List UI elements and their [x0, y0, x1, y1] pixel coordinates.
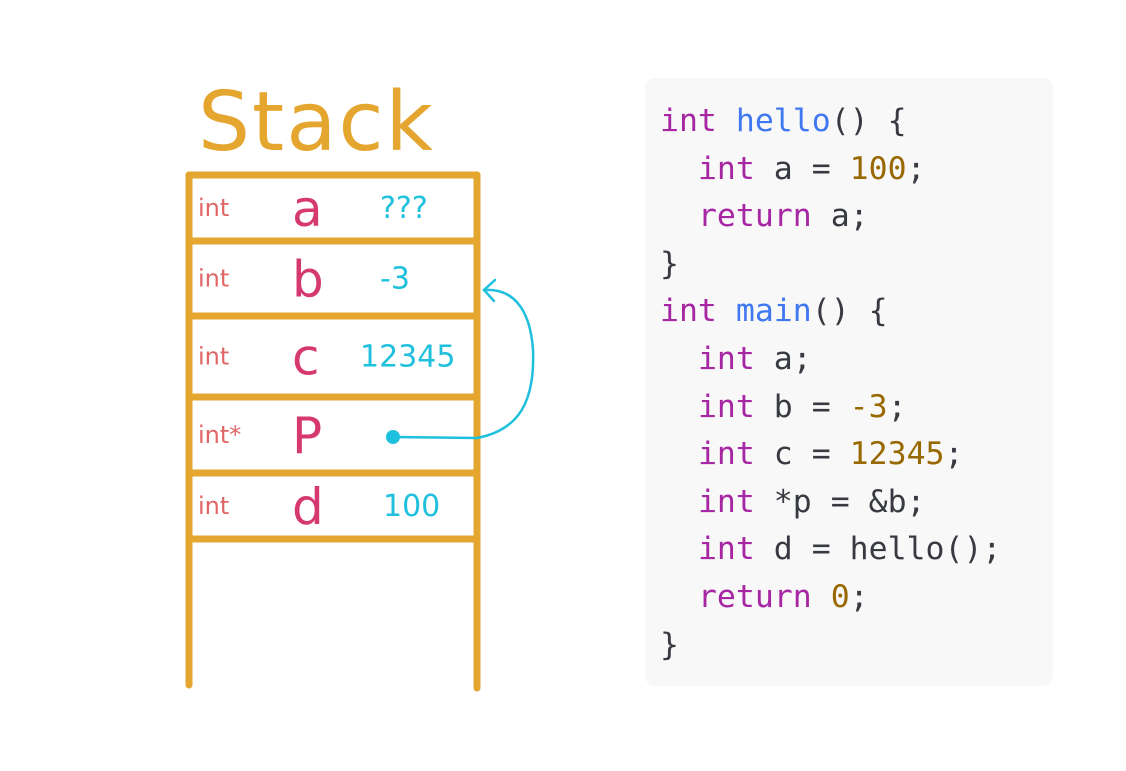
code-token: int: [697, 483, 755, 520]
code-line: int *p = &b;: [660, 479, 1001, 527]
stack-row-b: int b -3: [198, 251, 410, 309]
code-line: int b = -3;: [660, 384, 1001, 432]
row-name: P: [292, 407, 322, 465]
code-line: }: [660, 241, 1001, 289]
row-type: int: [198, 194, 229, 222]
code-token: int: [697, 150, 755, 187]
code-token: int: [660, 103, 717, 139]
code-token: ;: [887, 388, 907, 425]
code-token: a =: [754, 150, 850, 187]
code-token: }: [660, 626, 679, 663]
row-value: -3: [380, 262, 410, 297]
code-block: int hello() { int a = 100; return a;} int…: [645, 78, 1053, 686]
code-token: int: [697, 531, 755, 568]
row-value: 100: [383, 489, 440, 524]
row-name: c: [292, 329, 320, 387]
code-token: () {: [811, 293, 888, 330]
code-token: ;: [849, 578, 869, 615]
code-token: a;: [754, 340, 812, 377]
row-value: 12345: [360, 340, 455, 375]
code-token: [660, 151, 698, 187]
row-name: a: [292, 180, 323, 238]
code-token: *p = &b;: [754, 483, 926, 520]
row-type: int: [198, 343, 229, 371]
code-token: hello: [735, 103, 831, 139]
code-token: 100: [849, 150, 907, 187]
code-line: return a;: [660, 193, 1001, 241]
code-token: b =: [754, 388, 850, 425]
code-token: c =: [754, 436, 850, 473]
stack-title: Stack: [198, 75, 435, 170]
row-value: ???: [380, 191, 428, 226]
code-line: int a;: [660, 336, 1001, 384]
code-token: [660, 389, 698, 425]
pointer-curve: [391, 288, 535, 440]
code-token: ;: [906, 150, 926, 187]
row-type: int*: [198, 421, 241, 449]
stack-frame: [185, 171, 481, 692]
code-token: a;: [811, 198, 869, 235]
code-token: return: [697, 198, 812, 235]
code-token: int: [697, 388, 755, 425]
code-token: return: [697, 578, 812, 615]
code-token: [717, 103, 736, 139]
code-token: main: [735, 293, 812, 330]
code-token: [660, 341, 698, 377]
code-token: [812, 579, 831, 615]
code-line: int c = 12345;: [660, 431, 1001, 479]
stack-row-c: int c 12345: [198, 329, 455, 387]
code-line: int a = 100;: [660, 146, 1001, 194]
row-type: int: [198, 265, 229, 293]
code-token: int: [697, 340, 755, 377]
code-token: [660, 531, 698, 567]
code-line: int d = hello();: [660, 526, 1001, 574]
code-token: [660, 579, 698, 615]
row-name: b: [292, 251, 324, 309]
code-token: int: [697, 436, 755, 473]
code-token: 12345: [849, 436, 945, 473]
code-token: ;: [944, 436, 964, 473]
code-token: int: [660, 293, 717, 330]
row-type: int: [198, 492, 229, 520]
row-name: d: [292, 478, 324, 536]
code-token: () {: [830, 103, 907, 139]
arrowhead: [482, 278, 497, 303]
code-token: 0: [830, 578, 850, 615]
code-token: [717, 293, 736, 329]
code-token: [660, 436, 698, 472]
code-line: return 0;: [660, 574, 1001, 622]
code-token: [660, 484, 698, 520]
code-token: [660, 198, 698, 234]
code-text: int hello() { int a = 100; return a;} int…: [660, 98, 1001, 669]
stack-row-d: int d 100: [198, 478, 440, 536]
code-token: d = hello();: [754, 531, 1002, 568]
code-token: }: [660, 245, 679, 282]
code-line: }: [660, 622, 1001, 670]
code-line: int main() {: [660, 288, 1001, 336]
code-line: int hello() {: [660, 98, 1001, 146]
stack-row-a: int a???: [198, 180, 428, 238]
stack-row-P: int* P: [198, 407, 322, 465]
pointer-arrow: [386, 278, 535, 444]
code-token: -3: [849, 388, 888, 425]
